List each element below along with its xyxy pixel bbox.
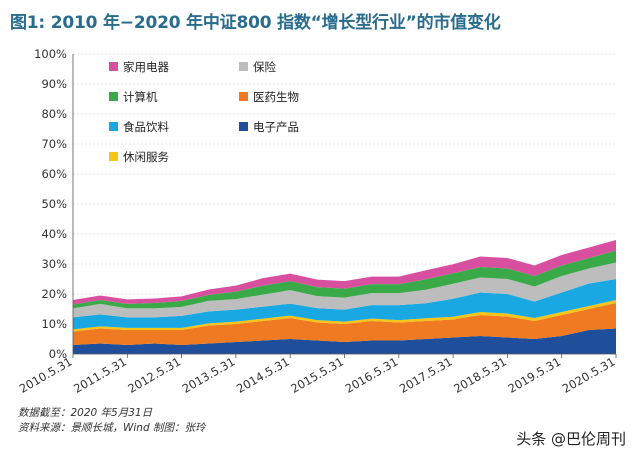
legend-swatch: [239, 122, 248, 131]
x-tick-label: 2017.5.31: [397, 354, 455, 395]
y-tick-label: 0%: [49, 347, 67, 361]
x-tick-label: 2010.5.31: [17, 354, 75, 395]
y-tick-label: 20%: [41, 287, 67, 301]
x-tick-label: 2016.5.31: [343, 354, 401, 395]
area-series: [73, 240, 616, 354]
legend-label: 保险: [253, 60, 276, 74]
series-area: [73, 328, 616, 354]
y-tick-label: 30%: [41, 257, 67, 271]
x-tick-label: 2019.5.31: [506, 354, 564, 395]
legend-item: 医药生物: [239, 90, 299, 104]
series-area: [73, 300, 616, 332]
legend-swatch: [109, 62, 118, 71]
x-tick-label: 2015.5.31: [288, 354, 346, 395]
series-area: [73, 250, 616, 309]
y-axis-ticks: 0% 10% 20% 30% 40% 50% 60% 70% 80% 90% 100%: [34, 47, 67, 361]
x-axis-ticks: 2010.5.312011.5.312012.5.312013.5.312014…: [17, 354, 618, 396]
legend-label: 电子产品: [253, 120, 299, 134]
legend-item: 休闲服务: [109, 150, 169, 164]
y-tick-label: 70%: [41, 137, 67, 151]
legend-label: 休闲服务: [123, 150, 169, 164]
y-tick-label: 100%: [34, 47, 67, 61]
series-area: [73, 262, 616, 318]
x-tick-label: 2011.5.31: [71, 354, 129, 395]
legend-item: 家用电器: [109, 60, 169, 74]
x-tick-label: 2014.5.31: [234, 354, 292, 395]
x-tick-label: 2018.5.31: [451, 354, 509, 395]
y-tick-label: 90%: [41, 77, 67, 91]
watermark: 头条 @巴伦周刊: [516, 430, 626, 448]
legend-swatch: [109, 152, 118, 161]
source-note: 资料来源：景顺长城，Wind 制图：张玲: [18, 422, 206, 434]
x-tick-label: 2013.5.31: [180, 354, 238, 395]
x-tick-label: 2012.5.31: [125, 354, 183, 395]
chart-title: 图1: 2010 年−2020 年中证800 指数“增长型行业”的市值变化: [10, 13, 501, 33]
legend-label: 食品饮料: [123, 120, 169, 134]
legend-swatch: [109, 92, 118, 101]
series-area: [73, 279, 616, 330]
y-tick-label: 10%: [41, 317, 67, 331]
legend-item: 电子产品: [239, 120, 299, 134]
x-tick-label: 2020.5.31: [560, 354, 618, 395]
y-tick-label: 50%: [41, 197, 67, 211]
legend-item: 计算机: [109, 90, 158, 104]
legend-label: 家用电器: [123, 60, 169, 74]
legend-swatch: [239, 62, 248, 71]
y-tick-label: 40%: [41, 227, 67, 241]
legend-swatch: [239, 92, 248, 101]
data-date-note: 数据截至：2020 年5月31日: [18, 407, 153, 419]
y-tick-label: 80%: [41, 107, 67, 121]
legend-label: 医药生物: [253, 90, 299, 104]
legend-item: 保险: [239, 60, 276, 74]
legend-swatch: [109, 122, 118, 131]
y-tick-label: 60%: [41, 167, 67, 181]
legend-label: 计算机: [123, 90, 158, 104]
legend-item: 食品饮料: [109, 120, 169, 134]
